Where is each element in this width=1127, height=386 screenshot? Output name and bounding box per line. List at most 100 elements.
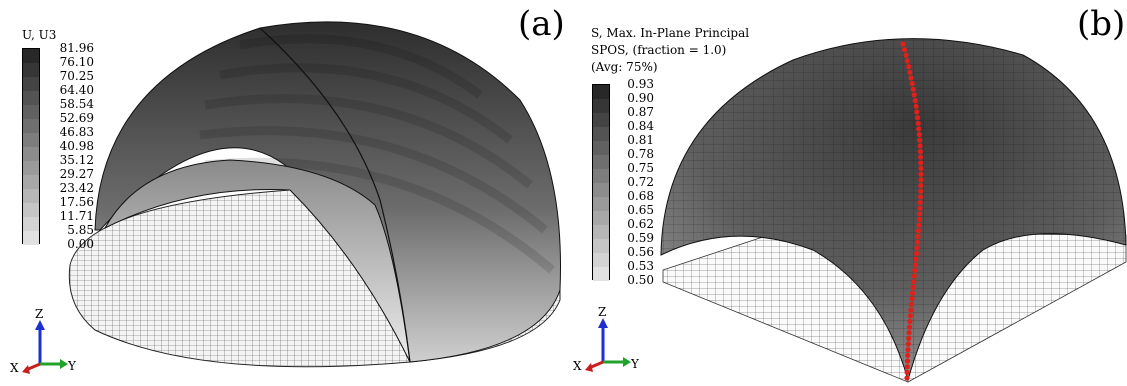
legend-a-band <box>23 105 39 119</box>
legend-a-label: 11.71 <box>59 209 94 223</box>
legend-a-band <box>23 119 39 133</box>
highlight-dot <box>906 64 912 70</box>
highlight-dot <box>908 301 914 307</box>
highlight-path-dots <box>900 41 924 381</box>
legend-b-label: 0.68 <box>627 189 654 203</box>
highlight-dot <box>918 154 924 160</box>
highlight-dot <box>909 81 915 87</box>
legend-b-band <box>593 85 609 99</box>
legend-b-label: 0.78 <box>627 147 654 161</box>
axis-triad-b: Z X Y <box>573 306 643 376</box>
legend-b-band <box>593 155 609 169</box>
legend-b-label: 0.59 <box>627 231 654 245</box>
legend-a-label: 40.98 <box>59 139 94 153</box>
legend-b-band <box>593 113 609 127</box>
highlight-dot <box>906 324 913 330</box>
highlight-dot <box>905 347 911 353</box>
legend-a-label: 70.25 <box>59 69 94 83</box>
panel-a-letter: (a) <box>518 4 565 44</box>
highlight-dot <box>918 182 924 189</box>
legend-a-band <box>23 203 39 217</box>
legend-a-band <box>23 175 39 189</box>
highlight-dot <box>901 47 908 53</box>
highlight-dot <box>906 335 912 341</box>
legend-b-title-1: S, Max. In-Plane Principal <box>591 26 750 40</box>
highlight-dot <box>907 69 913 75</box>
triad-a-x: X <box>10 361 19 375</box>
panel-a: (a) U, U3 81.96 76.10 70.25 64.40 58.54 52.69… <box>0 0 565 386</box>
legend-a-label: 23.42 <box>59 181 94 195</box>
legend-a-band <box>23 217 39 231</box>
legend-b-labels: 0.93 0.90 0.87 0.84 0.81 0.78 0.75 0.72 0.68 0.65… <box>614 78 654 288</box>
legend-a-band <box>23 133 39 147</box>
legend-a-band <box>23 189 39 203</box>
legend-a-label: 76.10 <box>59 55 94 69</box>
legend-b-band <box>593 239 609 253</box>
legend-b-band <box>593 141 609 155</box>
triad-a-z: Z <box>35 307 44 321</box>
legend-a-label: 17.56 <box>59 195 94 209</box>
highlight-dot <box>913 250 920 257</box>
legend-a-label: 58.54 <box>59 97 94 111</box>
legend-a-colorbar <box>22 48 40 245</box>
highlight-dot <box>903 52 909 58</box>
highlight-dot <box>910 86 916 92</box>
legend-a-band <box>23 77 39 91</box>
highlight-dot <box>913 256 919 262</box>
legend-a-band <box>23 147 39 161</box>
panel-b-letter: (b) <box>1077 4 1126 44</box>
legend-a-band <box>23 63 39 77</box>
legend-b-label: 0.75 <box>627 161 654 175</box>
highlight-dot <box>916 216 922 223</box>
legend-b-title-3: (Avg: 75%) <box>591 60 658 74</box>
highlight-dot <box>917 211 923 217</box>
highlight-dot <box>907 313 913 319</box>
highlight-dot <box>915 233 921 240</box>
highlight-dot <box>916 132 922 138</box>
highlight-dot <box>917 137 923 143</box>
legend-a-label: 64.40 <box>59 83 94 97</box>
legend-a-label: 52.69 <box>59 111 94 125</box>
legend-a-label: 5.85 <box>67 223 94 237</box>
highlight-dot <box>913 103 919 109</box>
highlight-dot <box>912 262 918 268</box>
legend-b-label: 0.50 <box>627 273 654 287</box>
highlight-dot <box>917 194 924 200</box>
legend-b-band <box>593 183 609 197</box>
highlight-dot <box>918 188 924 194</box>
stress-dome-render <box>660 38 1127 383</box>
highlight-dot <box>905 341 911 347</box>
highlight-dot <box>917 199 923 206</box>
highlight-dot <box>904 364 910 370</box>
highlight-dot <box>906 330 912 336</box>
legend-b-label: 0.81 <box>627 133 654 147</box>
highlight-dot <box>912 98 918 104</box>
inner-shell <box>103 159 411 363</box>
highlight-dot <box>908 75 914 81</box>
highlight-dot <box>912 267 918 273</box>
legend-b-band <box>593 197 609 211</box>
legend-b-label: 0.62 <box>627 217 654 231</box>
highlight-dot <box>911 92 917 98</box>
highlight-dot <box>917 205 923 211</box>
highlight-dot <box>918 177 924 183</box>
legend-a-label: 29.27 <box>59 167 94 181</box>
legend-a-label: 0.00 <box>67 237 94 251</box>
legend-a-band <box>23 49 39 63</box>
highlight-dot <box>914 239 921 245</box>
highlight-dot <box>914 109 920 115</box>
highlight-dot <box>904 375 910 381</box>
highlight-dot <box>916 126 922 132</box>
legend-b-band <box>593 211 609 225</box>
highlight-dot <box>910 284 916 290</box>
panel-b: (b) S, Max. In-Plane Principal SPOS, (fr… <box>563 0 1127 386</box>
legend-b-band <box>593 253 609 267</box>
legend-b-label: 0.56 <box>627 245 654 259</box>
highlight-dot <box>916 222 922 228</box>
legend-b-band <box>593 99 609 113</box>
axis-triad-a: Z X Y <box>10 308 80 378</box>
highlight-dot <box>911 279 917 285</box>
highlight-dot <box>915 120 921 126</box>
triad-b-y: Y <box>631 357 639 371</box>
highlight-dot <box>904 58 910 64</box>
